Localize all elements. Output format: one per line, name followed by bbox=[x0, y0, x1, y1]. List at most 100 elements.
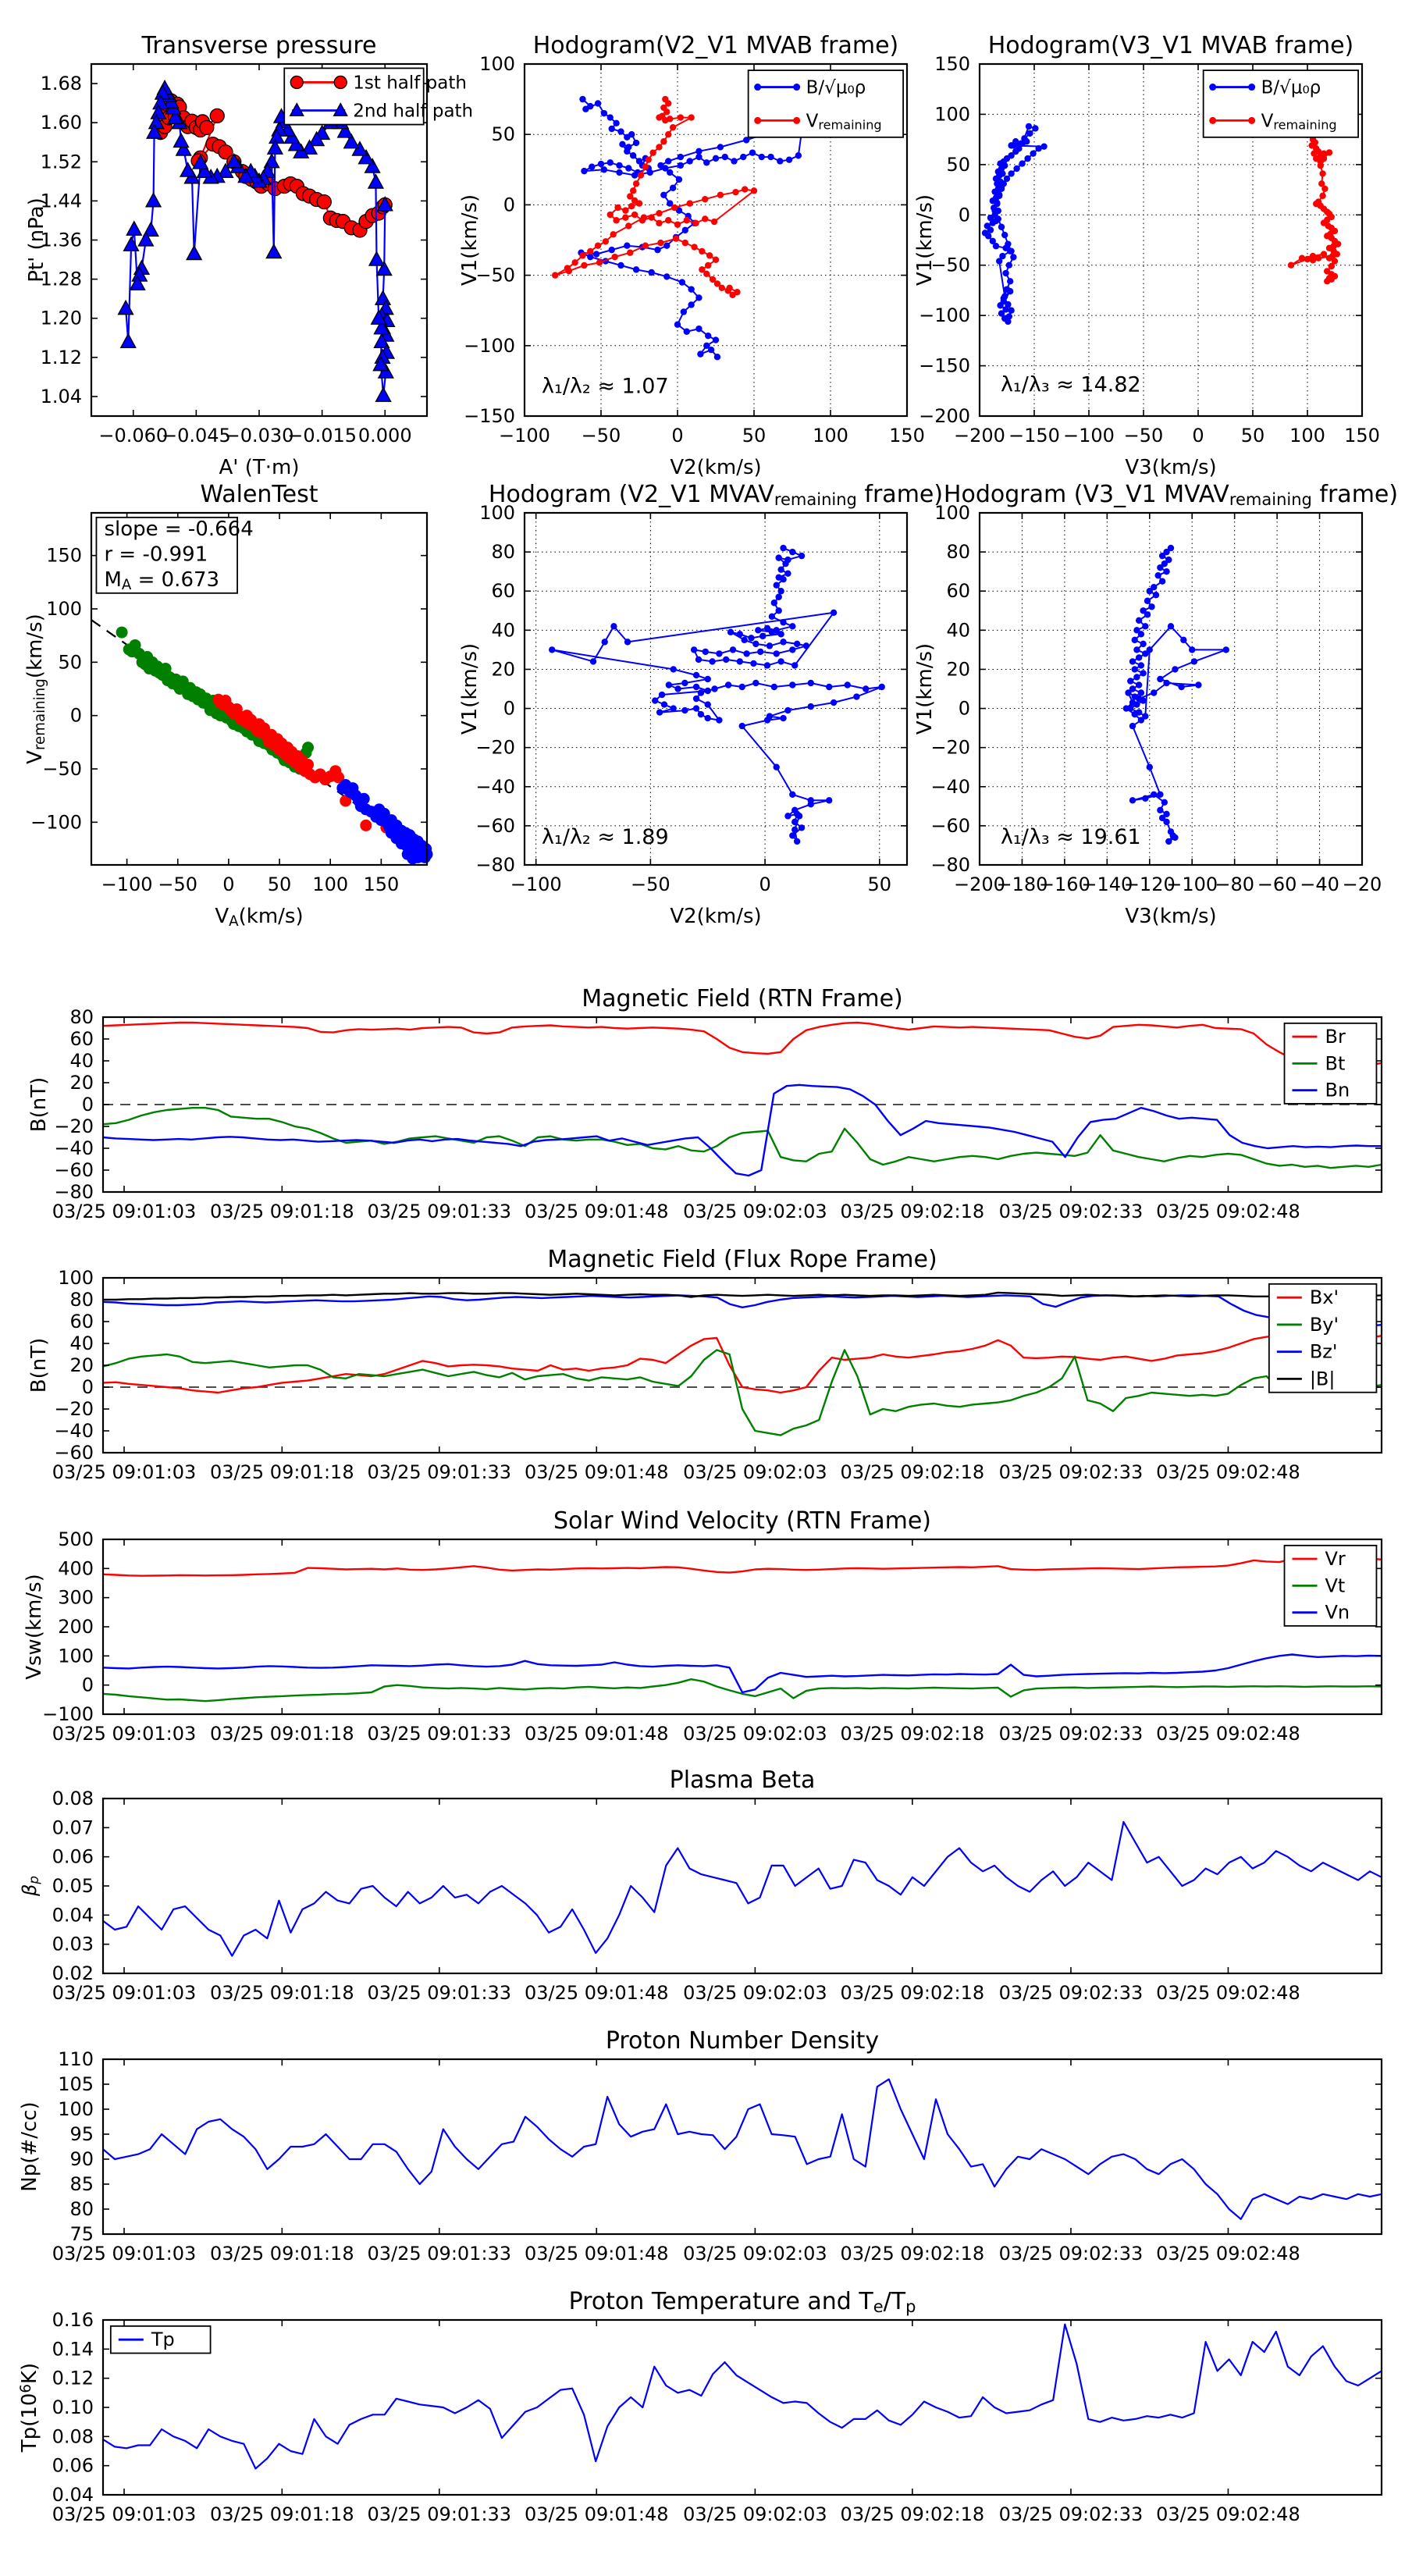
y-tick-label: 80 bbox=[69, 1006, 94, 1028]
y-tick-label: −100 bbox=[42, 1703, 94, 1725]
y-tick-label: 40 bbox=[69, 1332, 94, 1354]
y-tick-label: 100 bbox=[479, 502, 515, 524]
series-Tp bbox=[102, 2323, 1382, 2470]
x-tick-label: −0.045 bbox=[162, 425, 231, 447]
y-tick-label: −60 bbox=[930, 815, 970, 837]
y-tick-label: 0.08 bbox=[52, 1788, 94, 1809]
y-tick-label: 1.28 bbox=[41, 269, 82, 290]
legend-label: Vremaining bbox=[1261, 111, 1337, 132]
x-axis-label: A' (T·m) bbox=[219, 456, 300, 479]
x-tick-label: 03/25 09:01:18 bbox=[210, 2503, 354, 2525]
y-tick-label: 150 bbox=[934, 53, 970, 75]
x-tick-label: 150 bbox=[363, 873, 399, 895]
x-tick-label: 100 bbox=[1289, 425, 1325, 447]
y-tick-label: −60 bbox=[475, 815, 515, 837]
y-axis-label: V1(km/s) bbox=[458, 194, 482, 286]
x-tick-label: 03/25 09:01:33 bbox=[367, 1461, 511, 1483]
x-tick-label: −100 bbox=[510, 873, 562, 895]
axes-frame bbox=[101, 2318, 1383, 2496]
x-tick-label: −100 bbox=[101, 873, 153, 895]
panel-hod2v: −100 −50 0 50 −80 −60 −40 −20 0 20 40 60 80 100Hodogr… bbox=[458, 481, 943, 928]
x-tick-label: −100 bbox=[1063, 425, 1115, 447]
y-tick-label: 0.12 bbox=[52, 2368, 94, 2389]
y-tick-label: −20 bbox=[54, 1398, 94, 1420]
legend-label: By' bbox=[1310, 1314, 1339, 1336]
y-tick-label: −100 bbox=[919, 304, 970, 326]
series-B-magnitude bbox=[103, 1291, 1382, 1301]
x-tick-label: −100 bbox=[1166, 873, 1218, 895]
y-tick-label: 20 bbox=[946, 658, 970, 680]
y-axis-label: Vremaining(km/s) bbox=[23, 614, 48, 764]
x-tick-label: 03/25 09:01:18 bbox=[210, 1982, 354, 2004]
legend-label: B/√μ₀ρ bbox=[806, 78, 866, 98]
x-tick-label: 03/25 09:02:03 bbox=[683, 1723, 827, 1745]
y-tick-label: 0.16 bbox=[52, 2309, 94, 2331]
series-scatter-blue bbox=[336, 779, 433, 865]
legend-label: B/√μ₀ρ bbox=[1261, 78, 1321, 98]
x-tick-label: 03/25 09:02:33 bbox=[999, 1201, 1144, 1222]
y-tick-label: 0.08 bbox=[52, 2425, 94, 2447]
x-tick-label: 03/25 09:02:48 bbox=[1156, 2503, 1300, 2525]
svg-text:slope = -0.664: slope = -0.664 bbox=[104, 518, 253, 541]
x-tick-label: 03/25 09:02:03 bbox=[683, 2503, 827, 2525]
y-tick-label: 0.04 bbox=[52, 2484, 94, 2506]
y-axis-label: B(nT) bbox=[27, 1077, 51, 1132]
y-tick-label: 0 bbox=[82, 1094, 94, 1115]
y-tick-label: 100 bbox=[58, 1267, 94, 1289]
x-tick-label: 50 bbox=[1241, 425, 1265, 447]
x-tick-label: 03/25 09:01:03 bbox=[52, 2243, 197, 2265]
x-tick-label: 03/25 09:02:03 bbox=[683, 2243, 827, 2265]
y-axis-label: V1(km/s) bbox=[458, 643, 482, 735]
y-tick-label: 80 bbox=[491, 541, 515, 563]
y-tick-label: 20 bbox=[69, 1354, 94, 1376]
y-tick-label: 100 bbox=[58, 2098, 94, 2120]
y-tick-label: 60 bbox=[946, 580, 970, 602]
y-tick-label: 0 bbox=[82, 1674, 94, 1696]
x-tick-label: 03/25 09:01:33 bbox=[367, 2243, 511, 2265]
x-tick-label: 100 bbox=[312, 873, 348, 895]
y-tick-label: 0.04 bbox=[52, 1904, 94, 1926]
x-tick-label: −50 bbox=[158, 873, 197, 895]
axes-frame bbox=[101, 1538, 1383, 1716]
panel-title: Hodogram(V3_V1 MVAB frame) bbox=[988, 32, 1354, 59]
y-axis-label: Tp(106K) bbox=[18, 2363, 41, 2453]
axes-frame bbox=[978, 62, 1364, 418]
legend-label: Bx' bbox=[1310, 1286, 1339, 1308]
y-tick-label: 75 bbox=[69, 2223, 94, 2245]
y-tick-label: 40 bbox=[491, 619, 515, 641]
panel-rtn: 03/25 09:01:03 03/25 09:01:18 03/25 09:01:… bbox=[27, 985, 1383, 1222]
y-tick-label: 50 bbox=[58, 651, 82, 673]
legend-label: 2nd half path bbox=[353, 101, 473, 122]
y-tick-label: 60 bbox=[69, 1028, 94, 1050]
y-tick-label: 100 bbox=[46, 598, 82, 620]
panel-walen: −100 −50 0 50 100 150−100−50050100150WalenTes… bbox=[23, 481, 433, 930]
legend-label: Br bbox=[1325, 1026, 1346, 1048]
y-tick-label: −40 bbox=[475, 776, 515, 798]
legend-label: Bt bbox=[1325, 1052, 1346, 1074]
y-axis-label: Np(#/cc) bbox=[18, 2101, 41, 2191]
y-tick-label: −80 bbox=[54, 1181, 94, 1203]
x-tick-label: 03/25 09:02:33 bbox=[999, 1461, 1144, 1483]
y-tick-label: 100 bbox=[934, 502, 970, 524]
x-tick-label: −0.015 bbox=[287, 425, 357, 447]
axes-frame bbox=[101, 2058, 1383, 2236]
panel-title: Proton Number Density bbox=[606, 2027, 879, 2055]
panel-title: Hodogram (V3_V1 MVAVremaining frame) bbox=[944, 481, 1398, 509]
panel-title: Transverse pressure bbox=[140, 32, 376, 59]
panel-hod3v: −200−180−160−140−120−100−80 −60 −40 −20−80−… bbox=[913, 481, 1398, 928]
y-tick-label: −80 bbox=[930, 854, 970, 876]
y-axis-label: V1(km/s) bbox=[913, 194, 937, 286]
y-tick-label: 1.68 bbox=[41, 73, 82, 94]
x-axis-label: V2(km/s) bbox=[670, 905, 761, 928]
legend-label: Bz' bbox=[1310, 1341, 1338, 1363]
x-axis-label: V3(km/s) bbox=[1125, 905, 1216, 928]
panel-title: WalenTest bbox=[200, 481, 318, 508]
panel-title: Hodogram (V2_V1 MVAVremaining frame) bbox=[489, 481, 943, 509]
x-tick-label: 150 bbox=[889, 425, 925, 447]
x-tick-label: −0.060 bbox=[98, 425, 168, 447]
x-tick-label: −60 bbox=[1257, 873, 1297, 895]
legend-label: Vt bbox=[1325, 1574, 1346, 1596]
